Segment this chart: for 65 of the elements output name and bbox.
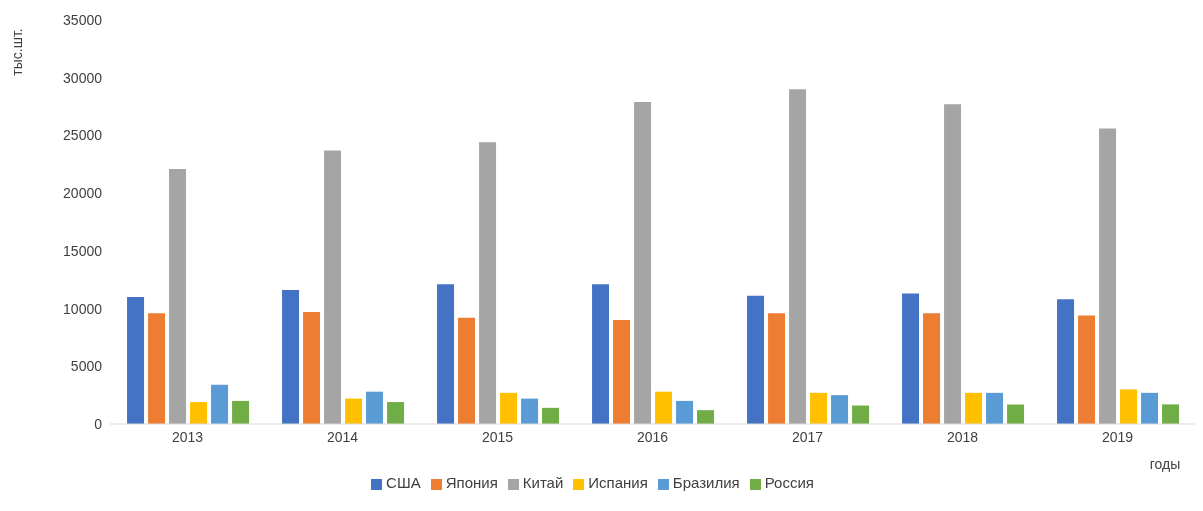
bar (148, 313, 166, 424)
bar (789, 89, 807, 424)
bar (458, 317, 476, 424)
legend-label: Испания (588, 474, 648, 491)
bar (169, 168, 187, 424)
legend-label: Япония (445, 474, 498, 491)
x-tick-label: 2019 (1101, 428, 1134, 445)
bar (810, 392, 828, 424)
x-tick-label: 2013 (171, 428, 204, 445)
bar (944, 104, 962, 424)
y-tick-label: 15000 (63, 242, 103, 259)
bar (345, 398, 363, 424)
bar (479, 142, 497, 424)
bar (986, 392, 1004, 424)
x-tick-label: 2014 (326, 428, 359, 445)
bar (831, 395, 849, 424)
y-tick-label: 5000 (70, 358, 103, 375)
x-tick-label: 2016 (636, 428, 669, 445)
bar (697, 410, 715, 424)
legend-label: Бразилия (672, 474, 740, 491)
bar (232, 400, 250, 424)
bar (592, 284, 610, 424)
bar (282, 290, 300, 424)
bar (127, 297, 145, 424)
bar (1057, 299, 1075, 424)
bar (634, 101, 652, 424)
x-tick-label: 2015 (481, 428, 514, 445)
y-axis-title: тыс.шт. (9, 28, 25, 76)
bar (324, 150, 342, 424)
bar (521, 398, 539, 424)
x-tick-label: 2017 (791, 428, 824, 445)
bar (1078, 315, 1096, 424)
legend-label: Россия (764, 474, 814, 491)
bar (655, 391, 673, 424)
y-tick-label: 10000 (63, 300, 103, 317)
bar (902, 293, 920, 424)
bar (747, 295, 765, 424)
bar (437, 284, 455, 424)
bar (1099, 128, 1117, 424)
bar (1162, 404, 1180, 424)
bar (1120, 389, 1138, 424)
bar (303, 312, 321, 424)
bar (923, 313, 941, 424)
x-tick-label: 2018 (946, 428, 979, 445)
bar (190, 402, 208, 424)
y-tick-label: 25000 (63, 127, 103, 144)
bar (613, 320, 631, 424)
bar (500, 392, 518, 424)
bar (676, 400, 694, 424)
bar (211, 384, 229, 424)
bar (366, 391, 384, 424)
bar (542, 407, 560, 424)
bar (387, 402, 405, 424)
y-tick-label: 30000 (63, 69, 103, 86)
y-tick-label: 20000 (63, 185, 103, 202)
bar (965, 392, 983, 424)
bar (1007, 404, 1025, 424)
legend-label: США (386, 474, 421, 491)
bar (1141, 392, 1159, 424)
bar (852, 405, 870, 424)
x-axis-title: годы (1149, 456, 1181, 472)
y-tick-label: 0 (94, 415, 103, 432)
y-tick-label: 35000 (63, 11, 103, 28)
bar (768, 313, 786, 424)
legend-label: Китай (522, 474, 564, 491)
